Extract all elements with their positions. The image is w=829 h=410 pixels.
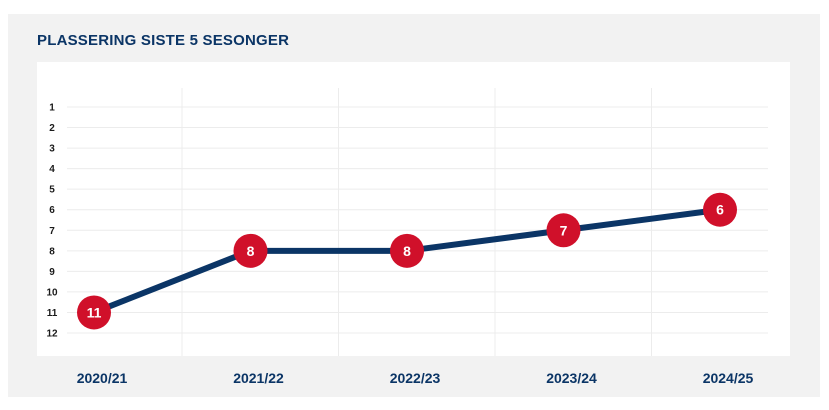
y-tick-label: 12 bbox=[46, 329, 58, 340]
data-point-marker bbox=[77, 295, 111, 330]
y-tick-label: 10 bbox=[46, 287, 58, 298]
data-point: 7 bbox=[546, 213, 581, 248]
y-tick-label: 2 bbox=[49, 123, 55, 134]
x-axis: 2020/21 2021/22 2022/23 2023/24 2024/25 bbox=[77, 370, 754, 386]
x-tick-label: 2022/23 bbox=[390, 370, 441, 386]
chart-title: PLASSERING SISTE 5 SESONGER bbox=[37, 32, 290, 49]
data-point: 11 bbox=[77, 295, 111, 330]
marker-layer: 11 8 8 7 6 bbox=[77, 192, 737, 330]
data-point-label: 8 bbox=[403, 243, 411, 259]
data-point-label: 8 bbox=[247, 243, 255, 259]
data-point-marker bbox=[703, 192, 737, 227]
data-point-marker bbox=[546, 213, 581, 248]
data-point-label: 11 bbox=[87, 304, 102, 320]
data-point: 6 bbox=[703, 192, 737, 227]
x-tick-label: 2023/24 bbox=[546, 370, 597, 386]
y-tick-label: 8 bbox=[49, 246, 55, 257]
grid-layer bbox=[67, 88, 768, 356]
x-tick-label: 2021/22 bbox=[233, 370, 284, 386]
y-tick-label: 3 bbox=[49, 144, 55, 155]
data-point-label: 6 bbox=[716, 202, 724, 218]
x-tick-label: 2024/25 bbox=[703, 370, 754, 386]
y-tick-label: 11 bbox=[47, 308, 58, 319]
y-tick-label: 9 bbox=[49, 267, 55, 278]
plot-area bbox=[37, 62, 790, 356]
y-tick-label: 1 bbox=[49, 103, 55, 114]
y-tick-label: 7 bbox=[49, 226, 55, 237]
y-tick-label: 5 bbox=[49, 185, 55, 196]
data-point-marker bbox=[390, 233, 424, 268]
data-point: 8 bbox=[390, 233, 424, 268]
y-tick-label: 6 bbox=[49, 205, 55, 216]
data-point-marker bbox=[233, 233, 268, 268]
x-tick-label: 2020/21 bbox=[77, 370, 128, 386]
data-point: 8 bbox=[233, 233, 268, 268]
y-tick-label: 4 bbox=[49, 164, 55, 175]
data-point-label: 7 bbox=[560, 222, 568, 238]
